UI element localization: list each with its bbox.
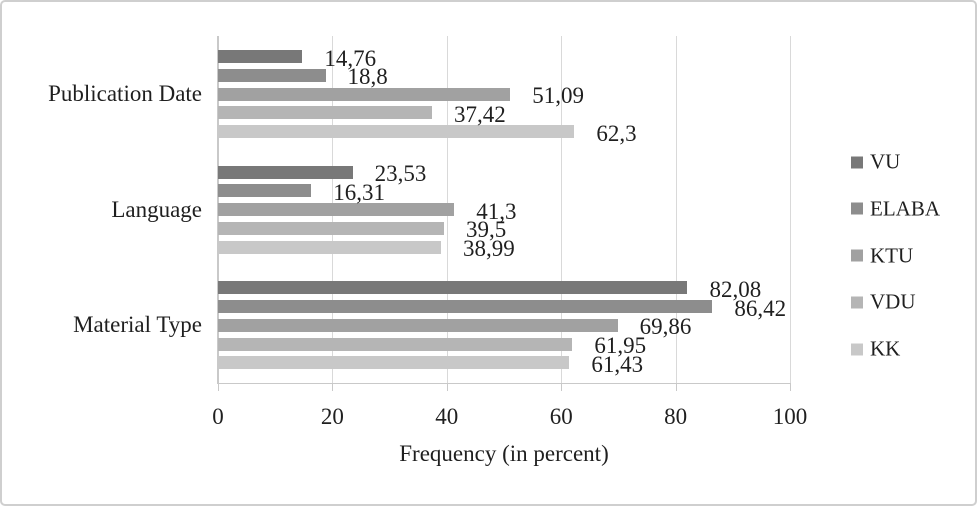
gridline	[675, 36, 677, 383]
value-label: 14,76	[324, 45, 377, 71]
legend-label: VDU	[870, 289, 916, 314]
x-axis-tick-mark	[790, 383, 791, 391]
x-axis-tick-label: 80	[664, 404, 688, 429]
legend-item-vu: VU	[851, 150, 900, 175]
legend-item-ktu: KTU	[851, 243, 913, 268]
bar-elaba-1	[218, 184, 312, 198]
gridline	[790, 36, 791, 383]
value-label: 38,99	[463, 236, 515, 262]
bar-ktu-1	[218, 203, 455, 217]
value-label: 41,3	[476, 198, 517, 224]
value-label: 61,43	[591, 351, 644, 377]
legend-item-elaba: ELABA	[851, 196, 940, 221]
bar-ktu-2	[218, 318, 618, 332]
legend-swatch-icon	[851, 249, 863, 262]
value-label: 23,53	[374, 161, 427, 187]
bar-vdu-0	[218, 106, 433, 120]
bar-elaba-2	[218, 300, 713, 314]
value-label: 61,95	[594, 333, 647, 359]
bar-kk-1	[218, 240, 442, 254]
x-axis-title: Frequency (in percent)	[399, 441, 609, 466]
legend-label: VU	[870, 149, 901, 174]
bar-vu-1	[218, 165, 353, 179]
legend-swatch-icon	[851, 202, 863, 215]
legend-swatch-icon	[851, 296, 863, 309]
bar-kk-2	[218, 356, 570, 370]
x-axis-tick-label: 20	[320, 404, 344, 429]
value-label: 39,5	[465, 217, 507, 243]
category-label: Publication Date	[48, 80, 202, 106]
value-label: 16,31	[333, 179, 386, 205]
x-axis-line	[217, 383, 790, 384]
legend-label: KTU	[870, 243, 914, 267]
x-axis-tick-label: 0	[212, 404, 224, 429]
bar-vdu-1	[218, 221, 444, 235]
bar-elaba-0	[218, 68, 326, 82]
value-label: 82,08	[709, 276, 762, 302]
legend-item-kk: KK	[851, 337, 900, 362]
bar-vdu-2	[218, 337, 573, 351]
legend-label: ELABA	[870, 196, 940, 221]
x-axis-tick-mark	[446, 383, 448, 391]
x-axis-tick-label: 40	[435, 404, 459, 429]
legend-swatch-icon	[851, 156, 863, 168]
x-axis-tick-mark	[218, 383, 219, 391]
value-label: 69,86	[639, 314, 692, 340]
y-axis-line	[217, 36, 219, 383]
x-axis-tick-label: 100	[772, 404, 808, 429]
x-axis-tick-mark	[332, 383, 334, 391]
category-label: Language	[111, 196, 202, 222]
gridline	[561, 36, 563, 383]
legend-item-vdu: VDU	[851, 290, 916, 315]
legend-label: KK	[870, 336, 901, 361]
bar-ktu-0	[218, 87, 511, 101]
legend-swatch-icon	[851, 343, 863, 355]
value-label: 37,42	[454, 101, 506, 127]
value-label: 18,8	[347, 64, 388, 90]
gridline	[446, 36, 448, 383]
x-axis-tick-mark	[675, 383, 677, 391]
x-axis-tick-label: 60	[549, 404, 573, 429]
x-axis-tick-mark	[561, 383, 563, 391]
category-label: Material Type	[73, 312, 202, 338]
bar-kk-0	[218, 125, 575, 138]
value-label: 51,09	[532, 83, 584, 108]
value-label: 62,3	[596, 120, 637, 146]
bar-vu-2	[218, 281, 688, 295]
value-label: 86,42	[734, 295, 787, 321]
gridline	[332, 36, 334, 383]
bar-vu-0	[218, 50, 303, 63]
